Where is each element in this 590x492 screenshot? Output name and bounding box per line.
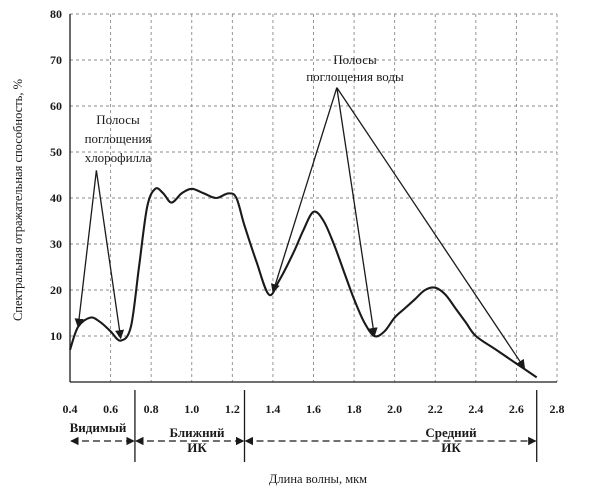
x-tick-label: 2.6 [509,402,524,416]
y-tick-label: 40 [50,191,62,205]
y-tick-label: 20 [50,283,62,297]
y-tick-label: 30 [50,237,62,251]
x-tick-label: 1.0 [184,402,199,416]
water-arrow [271,87,338,294]
annotation-chlorophyll-line-2: поглощения [85,131,152,146]
reflectance-curve [69,187,538,379]
grid [69,13,558,383]
annotation-arrows [70,87,538,462]
series-layer [69,187,538,379]
x-tick-label: 0.8 [144,402,159,416]
annotation-water-line-1: Полосы [333,52,377,67]
y-tick-label: 70 [50,53,62,67]
text-layer: Спектральная отражательная способность, … [11,52,477,486]
x-tick-label: 2.0 [387,402,402,416]
x-tick-label: 1.8 [347,402,362,416]
x-tick-label: 1.6 [306,402,321,416]
water-arrow [336,87,526,369]
band-label-near-ir-line-1: Ближний [169,425,225,440]
band-label-mid-ir-line-1: Средний [425,425,477,440]
x-tick-label: 0.4 [63,402,78,416]
x-tick-label: 2.2 [428,402,443,416]
y-tick-label: 10 [50,329,62,343]
annotation-water-line-2: поглощения воды [306,69,404,84]
y-tick-label: 80 [50,7,62,21]
y-axis-label: Спектральная отражательная способность, … [11,79,25,321]
x-tick-label: 1.2 [225,402,240,416]
band-label-visible: Видимый [70,420,127,435]
band-label-near-ir-line-2: ИК [187,440,207,455]
band-label-mid-ir-line-2: ИК [441,440,461,455]
x-tick-label: 2.8 [550,402,565,416]
chlorophyll-arrow [74,170,98,328]
y-tick-label: 50 [50,145,62,159]
y-tick-label: 60 [50,99,62,113]
annotation-chlorophyll-line-3: хлорофилла [85,150,152,165]
x-tick-label: 1.4 [265,402,280,416]
x-tick-label: 2.4 [468,402,483,416]
water-arrow [336,87,378,337]
x-tick-label: 0.6 [103,402,118,416]
tick-labels: 0.4 0.6 0.8 1.0 1.2 1.4 1.6 1.8 2.0 2.2 2.4 2.6 2.8 1… [50,7,565,416]
chlorophyll-arrow [95,170,125,340]
x-axis-label: Длина волны, мкм [269,472,367,486]
annotation-chlorophyll-line-1: Полосы [96,112,140,127]
